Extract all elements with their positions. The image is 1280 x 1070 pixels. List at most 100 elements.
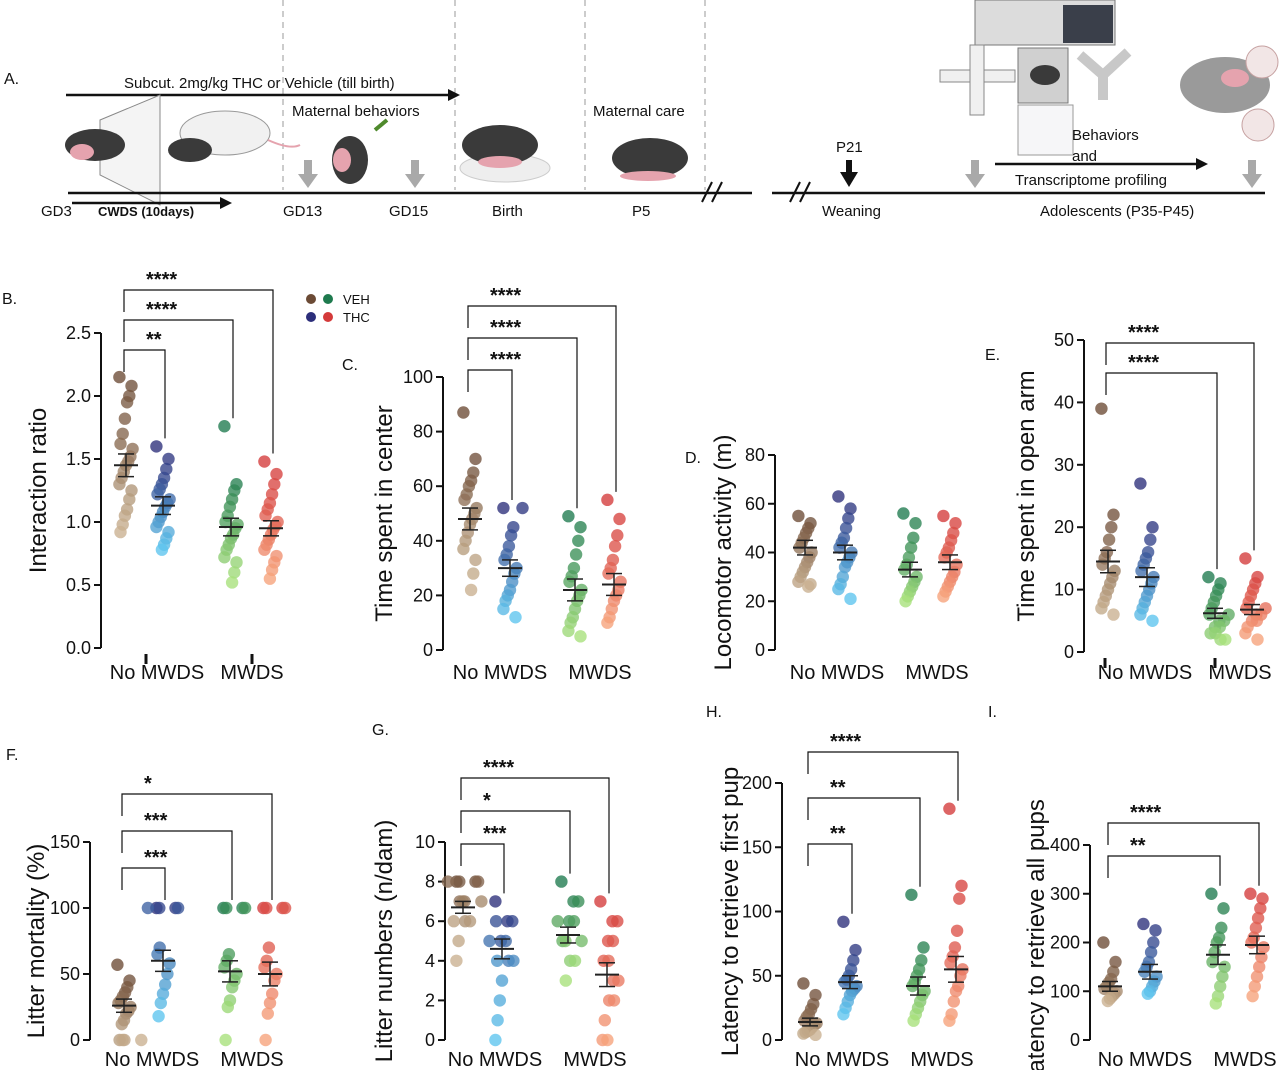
data-point: [844, 592, 857, 606]
data-point: [611, 529, 624, 542]
transcriptome-label: Transcriptome profiling: [1015, 172, 1167, 189]
treatment-label: Subcut. 2mg/kg THC or Vehicle (till birt…: [124, 75, 395, 92]
category-label: MWDS: [220, 662, 283, 684]
data-point: [559, 974, 572, 987]
category-label: No MWDS: [110, 662, 204, 684]
data-point: [1141, 987, 1155, 1000]
y-tick-label: 30: [1054, 455, 1074, 475]
y-tick-label: 1.0: [66, 512, 91, 532]
significance-bracket: [807, 751, 959, 801]
significance-label: ***: [144, 847, 168, 869]
data-point: [262, 941, 276, 954]
data-point: [493, 994, 506, 1007]
p21-label: P21: [836, 139, 863, 156]
data-point: [516, 501, 529, 515]
data-point: [792, 575, 805, 588]
significance-bracket: [460, 843, 505, 894]
data-point: [258, 961, 271, 974]
data-point: [116, 427, 129, 440]
category-label: MWDS: [905, 662, 968, 684]
data-point: [955, 879, 968, 892]
y-tick-label: 80: [413, 422, 433, 442]
significance-label: ****: [1130, 802, 1161, 824]
significance-label: *: [144, 773, 152, 795]
data-point: [497, 602, 510, 616]
data-point: [838, 560, 852, 574]
data-point: [1215, 921, 1228, 935]
data-point: [1205, 887, 1218, 900]
data-point: [612, 974, 625, 987]
y-tick-label: 400: [1050, 835, 1080, 855]
data-point: [220, 901, 233, 915]
data-point: [1209, 997, 1223, 1010]
data-point: [497, 501, 510, 515]
y-tick-label: 20: [745, 591, 765, 611]
data-point: [270, 467, 283, 481]
data-point: [1107, 608, 1120, 621]
data-point: [1096, 558, 1109, 571]
data-point: [613, 512, 626, 526]
chart-d-locomotor-activity: D. 0 20 40 60 80 Locomotor activity (m) No MWDS…: [685, 434, 969, 684]
y-tick-label: 20: [413, 585, 433, 605]
data-point: [949, 984, 963, 998]
category-label: No MWDS: [453, 662, 547, 684]
category-label: No MWDS: [1098, 1049, 1192, 1070]
data-point: [258, 455, 271, 468]
panel-letter: C.: [342, 357, 358, 374]
data-point: [1149, 924, 1162, 937]
data-point: [568, 954, 582, 967]
data-point: [116, 1033, 129, 1047]
cwds-label: CWDS (10days): [98, 204, 194, 219]
data-point: [489, 1033, 502, 1047]
significance-bracket: [121, 867, 166, 900]
data-point: [118, 412, 132, 425]
y-tick-label: 0: [423, 640, 433, 660]
data-point: [905, 888, 918, 901]
data-point: [150, 520, 163, 534]
maternal-behaviors-label: Maternal behaviors: [292, 103, 420, 120]
data-point: [113, 478, 126, 491]
data-point: [1250, 614, 1264, 627]
data-point: [450, 954, 463, 967]
data-point: [562, 510, 575, 523]
data-point: [113, 370, 126, 384]
data-point: [1144, 946, 1158, 959]
y-tick-label: 60: [413, 476, 433, 496]
timepoint-arrows: [298, 160, 1262, 188]
data-point: [260, 901, 273, 915]
data-point: [226, 981, 239, 994]
y-axis-label: Latency to retrieve all pups: [1023, 799, 1050, 1070]
data-point: [1144, 533, 1157, 546]
significance-label: ****: [1128, 322, 1159, 344]
data-point: [489, 895, 502, 908]
data-point: [495, 974, 509, 987]
y-tick-label: 0: [70, 1030, 80, 1050]
data-point: [1249, 921, 1263, 935]
data-point: [483, 934, 496, 948]
data-point: [572, 895, 585, 908]
category-label: No MWDS: [790, 662, 884, 684]
data-point: [909, 517, 922, 530]
data-point: [171, 901, 185, 915]
legend-thc-dot-1: [306, 312, 316, 322]
y-tick-label: 50: [1054, 330, 1074, 350]
data-point: [259, 1033, 272, 1047]
timeline-birth: Birth: [492, 203, 523, 220]
significance-bracket: [123, 319, 234, 419]
y-tick-label: 0: [425, 1030, 435, 1050]
data-point: [1216, 970, 1229, 983]
significance-label: ***: [144, 810, 168, 832]
significance-bracket: [467, 305, 617, 492]
data-point: [842, 512, 855, 525]
data-point: [219, 1033, 232, 1047]
data-point: [1102, 533, 1116, 546]
data-point: [944, 956, 957, 970]
data-point: [606, 934, 620, 948]
y-tick-label: 8: [425, 872, 435, 892]
y-tick-label: 20: [1054, 517, 1074, 537]
data-point: [218, 551, 231, 564]
significance-label: ****: [830, 731, 861, 753]
data-point: [1246, 989, 1259, 1003]
data-point: [1256, 892, 1269, 905]
